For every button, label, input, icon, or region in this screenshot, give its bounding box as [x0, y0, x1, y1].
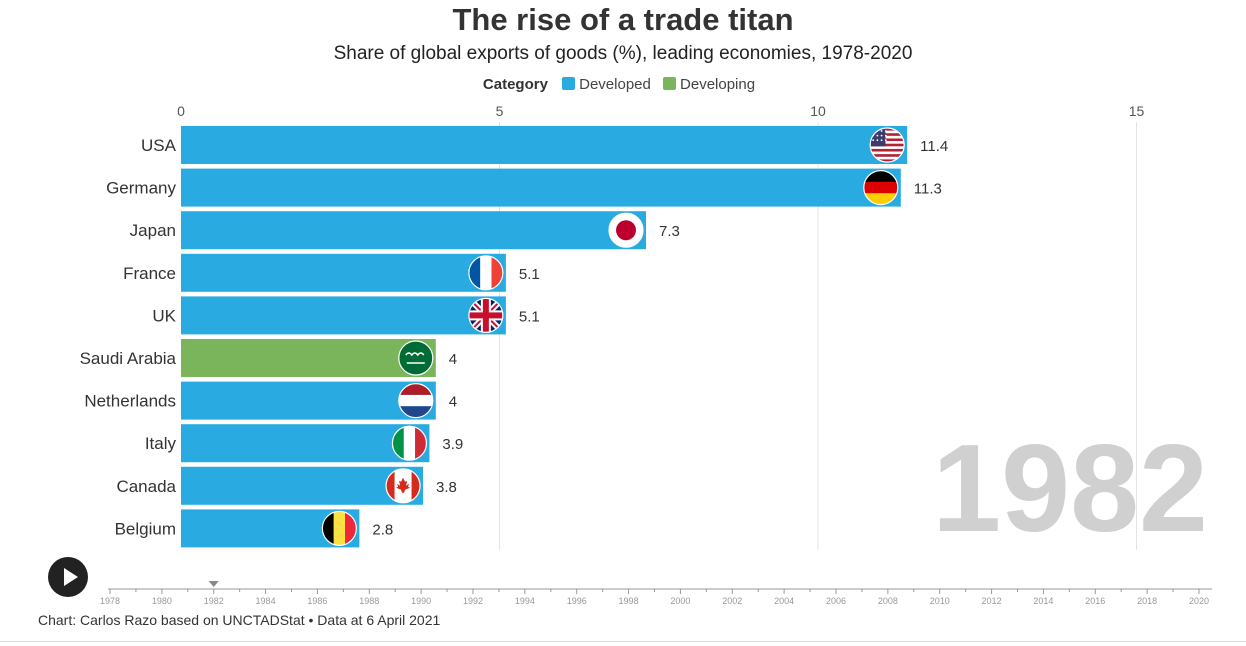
- bar-canada[interactable]: [181, 466, 424, 505]
- legend-swatch-developing: [663, 77, 677, 90]
- x-tick-label: 15: [1129, 103, 1145, 119]
- divider: [0, 641, 1246, 642]
- bar-japan[interactable]: [181, 211, 647, 250]
- value-label: 11.3: [914, 181, 942, 198]
- timeline-year-label[interactable]: 2004: [774, 596, 794, 606]
- timeline-year-label[interactable]: 1982: [204, 596, 224, 606]
- flag-netherlands-icon: [398, 383, 434, 419]
- category-label: Japan: [130, 221, 176, 240]
- flag-usa-icon: [869, 127, 905, 163]
- timeline-handle[interactable]: [208, 581, 219, 587]
- legend-label-developing: Developing: [680, 76, 756, 93]
- bar-netherlands[interactable]: [181, 381, 436, 420]
- flag-belgium-icon: [321, 510, 357, 547]
- x-tick-label: 0: [177, 103, 185, 119]
- value-label: 4: [449, 394, 457, 411]
- category-label: USA: [141, 136, 177, 155]
- timeline-year-label[interactable]: 2018: [1137, 596, 1157, 606]
- category-label: France: [123, 264, 176, 283]
- play-button[interactable]: [48, 557, 88, 597]
- legend-item-developed[interactable]: Developed: [562, 76, 655, 93]
- category-label: Belgium: [115, 519, 176, 538]
- category-label: Canada: [116, 477, 176, 496]
- timeline-year-label[interactable]: 2020: [1189, 596, 1209, 606]
- flag-italy-icon: [391, 425, 428, 461]
- category-label: Netherlands: [84, 392, 176, 411]
- category-label: Germany: [106, 179, 176, 198]
- timeline-year-label[interactable]: 1994: [515, 596, 535, 606]
- category-label: Saudi Arabia: [80, 349, 177, 368]
- bar-saudi-arabia[interactable]: [181, 339, 436, 377]
- bar-italy[interactable]: [181, 424, 430, 463]
- timeline-year-label[interactable]: 1986: [307, 596, 327, 606]
- timeline-year-label[interactable]: 2002: [722, 596, 742, 606]
- flag-france-icon: [468, 255, 504, 291]
- x-tick-label: 5: [496, 103, 504, 119]
- play-icon: [64, 568, 78, 586]
- category-label: UK: [152, 306, 176, 325]
- value-label: 2.8: [372, 521, 393, 538]
- chart-subtitle: Share of global exports of goods (%), le…: [333, 43, 913, 64]
- legend-swatch-developed: [562, 77, 576, 90]
- timeline-year-label[interactable]: 1992: [463, 596, 483, 606]
- timeline-year-label[interactable]: 2000: [670, 596, 690, 606]
- flag-japan-icon: [608, 212, 644, 248]
- value-label: 3.8: [436, 479, 457, 496]
- year-watermark: 1982: [932, 420, 1208, 558]
- value-label: 3.9: [442, 436, 463, 453]
- value-label: 4: [449, 351, 457, 368]
- flag-saudi-arabia-icon: [398, 340, 434, 376]
- category-label: Italy: [145, 434, 177, 453]
- legend-item-developing[interactable]: Developing: [663, 76, 755, 93]
- value-label: 5.1: [519, 308, 540, 325]
- timeline-year-label[interactable]: 1996: [567, 596, 587, 606]
- timeline-year-label[interactable]: 2008: [878, 596, 898, 606]
- value-label: 7.3: [659, 223, 680, 240]
- flag-uk-icon: [468, 297, 504, 333]
- timeline-year-label[interactable]: 2006: [826, 596, 846, 606]
- bar-germany[interactable]: [181, 168, 901, 207]
- chart-credit: Chart: Carlos Razo based on UNCTADStat •…: [38, 612, 441, 628]
- flag-canada-icon: [385, 468, 421, 504]
- timeline-year-label[interactable]: 2016: [1085, 596, 1105, 606]
- timeline-year-label[interactable]: 2014: [1033, 596, 1053, 606]
- timeline-year-label[interactable]: 1990: [411, 596, 431, 606]
- value-label: 5.1: [519, 266, 540, 283]
- legend-heading: Category: [482, 76, 548, 93]
- bar-france[interactable]: [181, 253, 506, 292]
- timeline-year-label[interactable]: 1984: [256, 596, 276, 606]
- timeline-year-label[interactable]: 1988: [359, 596, 379, 606]
- timeline-year-label[interactable]: 2012: [982, 596, 1002, 606]
- flag-germany-icon: [863, 170, 899, 206]
- legend: Category Developed Developing: [0, 76, 1246, 93]
- timeline-year-label[interactable]: 1998: [619, 596, 639, 606]
- timeline-year-label[interactable]: 1980: [152, 596, 172, 606]
- timeline-year-label[interactable]: 1978: [100, 596, 120, 606]
- chart-title: The rise of a trade titan: [452, 2, 794, 37]
- bar-usa[interactable]: [181, 126, 908, 164]
- x-tick-label: 10: [810, 103, 826, 119]
- legend-label-developed: Developed: [579, 76, 651, 93]
- bar-uk[interactable]: [181, 296, 506, 335]
- timeline-year-label[interactable]: 2010: [930, 596, 950, 606]
- value-label: 11.4: [920, 138, 948, 155]
